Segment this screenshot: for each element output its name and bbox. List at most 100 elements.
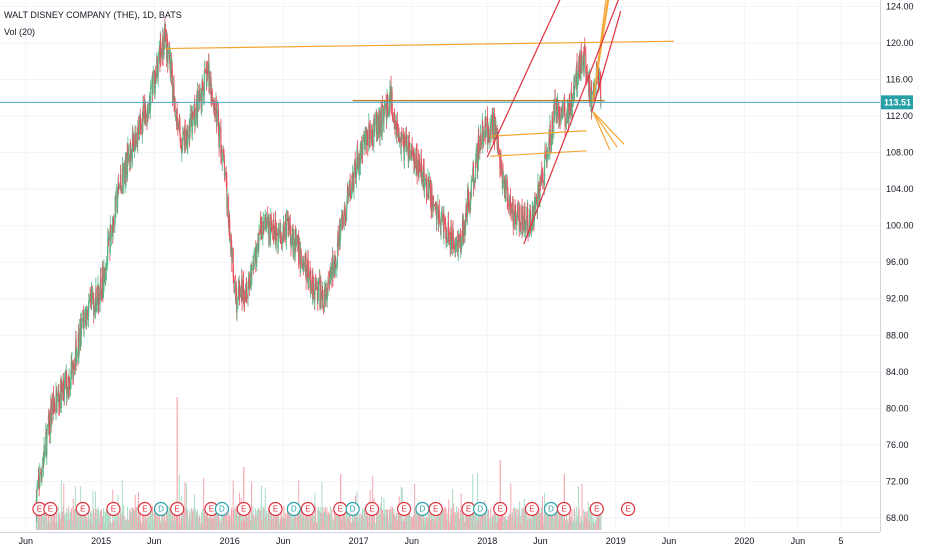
y-tick-label: 104.00 <box>886 184 914 194</box>
x-tick-label: 2017 <box>349 536 369 546</box>
badge-letter: E <box>305 505 310 514</box>
y-tick-label: 96.00 <box>886 257 909 267</box>
badge-letter: D <box>158 505 164 514</box>
earnings-badge[interactable] <box>236 501 251 517</box>
y-tick-label: 68.00 <box>886 513 909 523</box>
price-scale-bg <box>880 0 932 550</box>
badge-letter: E <box>498 505 503 514</box>
badge-letter: E <box>433 505 438 514</box>
badge-letter: D <box>291 505 297 514</box>
earnings-badge[interactable] <box>589 501 604 517</box>
y-tick-label: 100.00 <box>886 221 914 231</box>
last-price-label: 113.51 <box>884 97 911 107</box>
trendline-resistance <box>164 40 674 50</box>
earnings-badge[interactable] <box>621 501 636 517</box>
fib-fan-line-up <box>592 0 610 103</box>
y-tick-label: 80.00 <box>886 403 909 413</box>
fib-line-upper <box>490 130 587 137</box>
earnings-badge[interactable] <box>137 501 152 517</box>
earnings-badge[interactable] <box>75 501 90 517</box>
dividend-badge[interactable] <box>214 501 230 517</box>
x-tick-label: Jun <box>405 536 420 546</box>
last-price-tag[interactable] <box>881 95 913 110</box>
badge-letter: E <box>80 505 85 514</box>
x-tick-label: 2016 <box>220 536 240 546</box>
x-tick-label: 2015 <box>91 536 111 546</box>
badge-letter: E <box>401 505 406 514</box>
x-tick-label: 2018 <box>477 536 497 546</box>
earnings-badge[interactable] <box>300 501 315 517</box>
y-tick-label: 108.00 <box>886 148 914 158</box>
dividend-badge[interactable] <box>286 501 301 517</box>
volume-layer <box>35 397 602 530</box>
badge-letter: E <box>369 505 374 514</box>
volume-indicator-label[interactable]: Vol (20) <box>4 27 36 37</box>
badge-letter: D <box>477 505 483 514</box>
fib-fan-line-down <box>592 111 625 145</box>
channel-upper-line <box>486 0 561 158</box>
badge-letter: E <box>273 505 278 514</box>
badge-letter: E <box>529 505 534 514</box>
y-tick-label: 84.00 <box>886 367 909 377</box>
badge-letter: D <box>419 505 425 514</box>
dividend-badge[interactable] <box>473 501 488 517</box>
x-tick-label: Jun <box>791 536 806 546</box>
x-tick-label: Jun <box>276 536 291 546</box>
badge-letter: E <box>561 505 566 514</box>
earnings-badge[interactable] <box>524 501 540 517</box>
y-tick-label: 76.00 <box>886 440 909 450</box>
x-tick-label: Jun <box>533 536 548 546</box>
x-tick-label: Jun <box>662 536 677 546</box>
badge-letter: E <box>37 505 42 514</box>
earnings-badge[interactable] <box>396 501 412 517</box>
y-tick-label: 92.00 <box>886 294 909 304</box>
badge-letter: E <box>241 505 246 514</box>
earnings-badge[interactable] <box>428 501 443 517</box>
y-tick-label: 120.00 <box>886 38 914 48</box>
badge-letter: E <box>594 505 599 514</box>
badge-letter: E <box>338 505 343 514</box>
earnings-badge[interactable] <box>170 501 185 517</box>
symbol-title[interactable]: WALT DISNEY COMPANY (THE), 1D, BATS <box>4 10 182 20</box>
x-tick-label: 5 <box>838 536 843 546</box>
earnings-badge[interactable] <box>43 501 58 517</box>
badge-letter: D <box>548 505 554 514</box>
drawing-layer <box>0 0 880 245</box>
fib-line-lower <box>490 150 587 157</box>
y-tick-label: 112.00 <box>886 111 913 121</box>
badge-letter: E <box>142 505 147 514</box>
badge-letter: E <box>175 505 180 514</box>
earnings-badge[interactable] <box>268 501 283 517</box>
fib-fan-line-down <box>592 111 611 151</box>
earnings-badge[interactable] <box>364 501 380 517</box>
x-tick-label: Jun <box>147 536 162 546</box>
badge-letter: D <box>219 505 225 514</box>
x-tick-label: 2019 <box>606 536 626 546</box>
x-tick-label: Jun <box>18 536 33 546</box>
channel-mid-line <box>591 10 622 112</box>
badge-letter: E <box>466 505 471 514</box>
earnings-badge[interactable] <box>493 501 508 517</box>
grid-layer <box>0 2 880 527</box>
earnings-badge[interactable] <box>106 501 121 517</box>
badge-letter: E <box>625 505 630 514</box>
y-tick-label: 124.00 <box>886 2 914 12</box>
channel-lower-line <box>523 0 619 245</box>
badge-letter: E <box>48 505 53 514</box>
earnings-badge[interactable] <box>556 501 572 517</box>
dividend-badge[interactable] <box>153 501 169 517</box>
badge-letter: E <box>111 505 116 514</box>
x-tick-label: 2020 <box>734 536 754 546</box>
badge-letter: D <box>350 505 356 514</box>
y-tick-label: 116.00 <box>886 75 913 85</box>
badge-letter: E <box>209 505 214 514</box>
y-tick-label: 88.00 <box>886 330 909 340</box>
y-tick-label: 72.00 <box>886 476 909 486</box>
dividend-badge[interactable] <box>345 501 360 517</box>
fib-fan-line-down <box>592 111 618 148</box>
candle-layer <box>35 17 602 523</box>
